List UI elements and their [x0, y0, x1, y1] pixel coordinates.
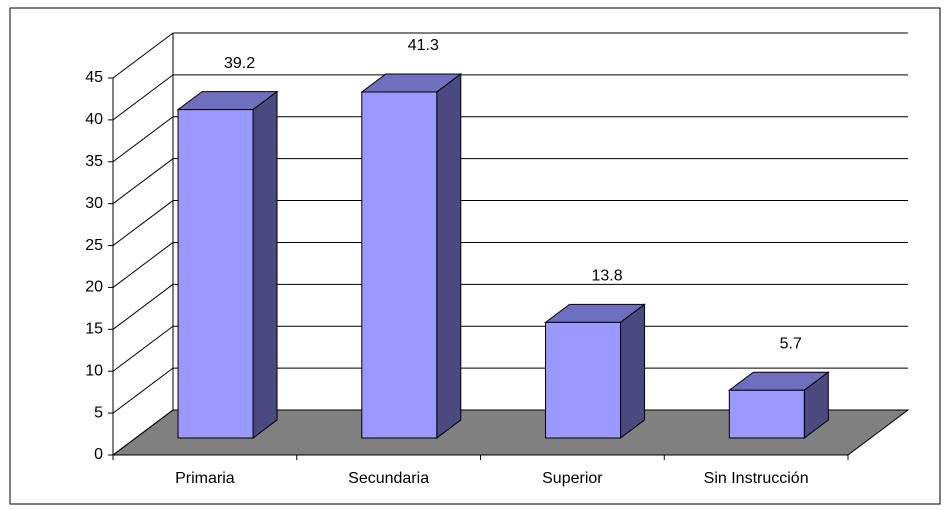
bar-side [620, 303, 646, 439]
y-tick-label: 20 [85, 279, 103, 296]
bar [545, 321, 622, 439]
grid-line [112, 158, 174, 205]
bar [728, 389, 805, 439]
x-tick-label: Superior [542, 470, 603, 487]
grid-line [112, 116, 174, 163]
grid-line [112, 74, 174, 121]
y-tick-label: 35 [85, 153, 103, 170]
grid-line [112, 32, 174, 79]
value-label: 5.7 [780, 335, 802, 352]
grid-line [112, 409, 174, 456]
bar [177, 109, 254, 439]
value-label: 39.2 [224, 55, 255, 72]
y-tick-label: 5 [94, 404, 103, 421]
grid-line [112, 367, 174, 414]
value-label: 41.3 [408, 37, 439, 54]
bar-side [252, 90, 278, 440]
value-label: 13.8 [591, 268, 622, 285]
grid-line [112, 325, 174, 372]
x-tick-label: Sin Instrucción [704, 470, 809, 487]
y-tick-label: 15 [85, 321, 103, 338]
x-tick-label: Primaria [175, 470, 235, 487]
y-tick-label: 25 [85, 237, 103, 254]
bar [361, 91, 438, 439]
y-tick-label: 45 [85, 69, 103, 86]
grid-line [112, 283, 174, 330]
y-tick-label: 40 [85, 111, 103, 128]
y-tick-label: 0 [94, 446, 103, 463]
y-tick-label: 30 [85, 195, 103, 212]
grid-line [112, 200, 174, 246]
x-tick-label: Secundaria [348, 470, 429, 487]
grid-line [112, 242, 174, 288]
y-tick-label: 10 [85, 362, 103, 379]
bar-side [436, 72, 462, 439]
